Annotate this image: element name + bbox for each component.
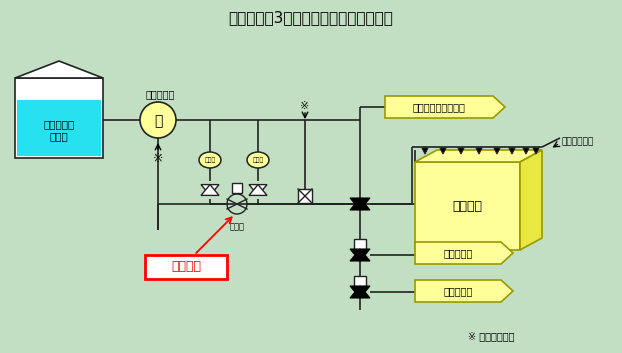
Text: ※: ※	[300, 101, 310, 111]
Polygon shape	[494, 148, 500, 154]
Text: 圧力計: 圧力計	[253, 157, 264, 163]
Polygon shape	[422, 148, 428, 154]
Polygon shape	[350, 249, 370, 261]
Polygon shape	[415, 280, 513, 302]
Bar	[298, 189, 312, 203]
Polygon shape	[249, 185, 267, 196]
Polygon shape	[415, 150, 542, 162]
Text: 屋内、屋外消火栓等: 屋内、屋外消火栓等	[412, 102, 465, 112]
Text: 主変圧器: 主変圧器	[452, 199, 483, 213]
Bar	[232, 183, 242, 193]
Text: －: －	[154, 114, 162, 128]
Bar	[354, 239, 366, 251]
Ellipse shape	[247, 152, 269, 168]
Text: 水噴霧ノズル: 水噴霧ノズル	[562, 138, 594, 146]
Bar	[15, 78, 103, 158]
Polygon shape	[523, 148, 529, 154]
Text: 伊方発電所3号機　消火用水系統概略図: 伊方発電所3号機 消火用水系統概略図	[228, 11, 394, 25]
Polygon shape	[350, 198, 370, 210]
Text: 圧力計: 圧力計	[205, 157, 216, 163]
Ellipse shape	[199, 152, 221, 168]
Bar	[415, 162, 520, 250]
Text: 所内変圧器: 所内変圧器	[443, 286, 473, 296]
Polygon shape	[533, 148, 539, 154]
Polygon shape	[440, 148, 446, 154]
Polygon shape	[15, 61, 103, 78]
Bar	[145, 255, 227, 279]
Bar	[17, 100, 101, 156]
Text: 当該箇所: 当該箇所	[171, 261, 201, 274]
Polygon shape	[415, 242, 513, 264]
Polygon shape	[476, 148, 482, 154]
Polygon shape	[385, 96, 505, 118]
Polygon shape	[350, 286, 370, 298]
Text: 消火ポンプ: 消火ポンプ	[146, 89, 175, 99]
Polygon shape	[249, 185, 267, 196]
Polygon shape	[458, 148, 464, 154]
Polygon shape	[350, 249, 370, 261]
Text: 減圧弁: 減圧弁	[230, 222, 244, 231]
Text: 予備変圧器: 予備変圧器	[443, 248, 473, 258]
Polygon shape	[520, 150, 542, 250]
Text: ろ過水貯蔵
タンク: ろ過水貯蔵 タンク	[44, 119, 75, 141]
Polygon shape	[350, 198, 370, 210]
Polygon shape	[509, 148, 515, 154]
Polygon shape	[201, 185, 219, 196]
Polygon shape	[201, 185, 219, 196]
Bar	[354, 276, 366, 288]
Text: ※: ※	[153, 151, 163, 164]
Text: ※ 火災模擬信号: ※ 火災模擬信号	[468, 331, 514, 341]
Polygon shape	[350, 286, 370, 298]
Circle shape	[140, 102, 176, 138]
